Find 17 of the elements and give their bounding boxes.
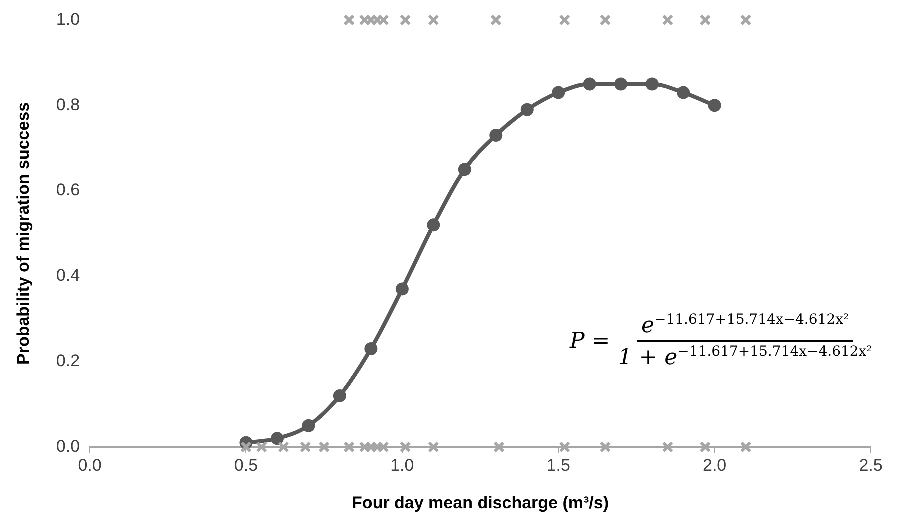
y-axis-title: Probability of migration success <box>14 102 33 366</box>
y-tick-label: 0.6 <box>56 180 80 200</box>
x-tick-label: 2.0 <box>702 456 727 476</box>
x-tick-label: 0.0 <box>78 456 102 476</box>
x-axis-title: Four day mean discharge (m³/s) <box>352 493 609 512</box>
annotation: e$^{−11.617+15.714x−4.612x²}$ <box>637 312 854 342</box>
annotation: P = <box>570 328 610 354</box>
x-tick-label: 2.5 <box>859 456 883 476</box>
x-tick-label: 1.5 <box>546 456 570 476</box>
x-tick-label: 0.5 <box>234 456 258 476</box>
y-tick-label: 0.4 <box>56 266 80 286</box>
annotation: 1 + e$^{−11.617+15.714x−4.612x²}$ <box>618 343 872 371</box>
x-tick-label: 1.0 <box>390 456 414 476</box>
y-tick-label: 0.8 <box>56 95 80 114</box>
y-tick-label: 0.0 <box>56 436 80 456</box>
y-tick-label: 1.0 <box>56 10 80 29</box>
y-tick-label: 0.2 <box>56 351 80 370</box>
